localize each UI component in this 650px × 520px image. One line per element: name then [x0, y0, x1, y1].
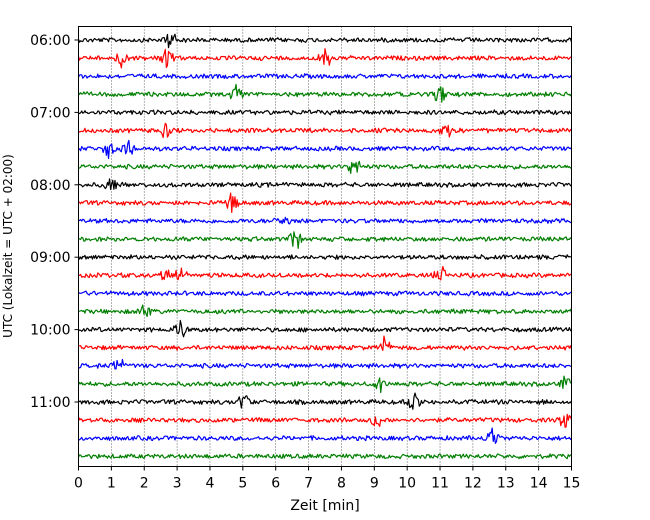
x-tick-label: 7 — [304, 476, 313, 492]
seismic-trace — [78, 160, 572, 174]
seismic-trace — [78, 392, 573, 410]
seismic-trace — [78, 231, 572, 249]
x-axis-label: Zeit [min] — [290, 498, 359, 514]
y-tick-label: 08:00 — [30, 178, 70, 194]
y-tick-label: 11:00 — [30, 395, 70, 411]
seismic-trace — [78, 139, 572, 160]
x-tick-label: 6 — [271, 476, 280, 492]
seismic-trace — [78, 216, 572, 225]
seismic-trace — [77, 413, 573, 428]
x-tick-label: 4 — [206, 476, 215, 492]
seismic-trace — [77, 375, 572, 394]
seismic-trace — [77, 48, 572, 69]
x-tick-label: 11 — [431, 476, 449, 492]
seismic-trace — [78, 290, 572, 297]
y-axis: 06:00 07:00 08:00 09:00 10:00 11:00 — [30, 33, 79, 411]
x-tick-label: 10 — [398, 476, 416, 492]
x-tick-label: 12 — [464, 476, 482, 492]
x-tick-label: 0 — [74, 476, 83, 492]
seismic-trace — [78, 335, 573, 351]
x-tick-label: 9 — [370, 476, 379, 492]
grid-layer — [111, 26, 539, 467]
seismic-trace — [78, 319, 572, 338]
x-tick-label: 3 — [173, 476, 182, 492]
seismic-trace — [78, 178, 572, 191]
traces-layer — [77, 33, 573, 460]
y-axis-label: UTC (Lokalzeit = UTC + 02:00) — [1, 154, 15, 338]
x-tick-label: 1 — [107, 476, 116, 492]
seismic-trace — [78, 109, 572, 116]
y-tick-label: 07:00 — [30, 105, 70, 121]
y-tick-label: 06:00 — [30, 33, 70, 49]
seismic-trace — [78, 265, 572, 281]
seismic-trace — [77, 33, 573, 49]
y-tick-label: 10:00 — [30, 323, 70, 339]
x-tick-label: 8 — [337, 476, 346, 492]
x-tick-label: 5 — [238, 476, 247, 492]
seismic-trace — [78, 83, 573, 103]
seismic-trace — [78, 304, 573, 317]
x-tick-label: 15 — [563, 476, 581, 492]
x-tick-label: 14 — [530, 476, 548, 492]
seismic-trace — [78, 122, 572, 139]
seismic-trace — [77, 254, 572, 261]
x-axis: 0 1 2 3 4 5 6 7 8 9 10 11 12 13 14 15 — [74, 466, 581, 492]
y-tick-label: 09:00 — [30, 250, 70, 266]
x-tick-label: 2 — [140, 476, 149, 492]
seismic-trace — [77, 73, 573, 80]
seismic-trace — [78, 427, 572, 444]
plot-frame — [78, 26, 572, 467]
seismic-trace — [77, 453, 572, 460]
x-tick-label: 13 — [497, 476, 515, 492]
seismic-trace — [78, 358, 572, 370]
seismic-trace — [78, 192, 572, 214]
